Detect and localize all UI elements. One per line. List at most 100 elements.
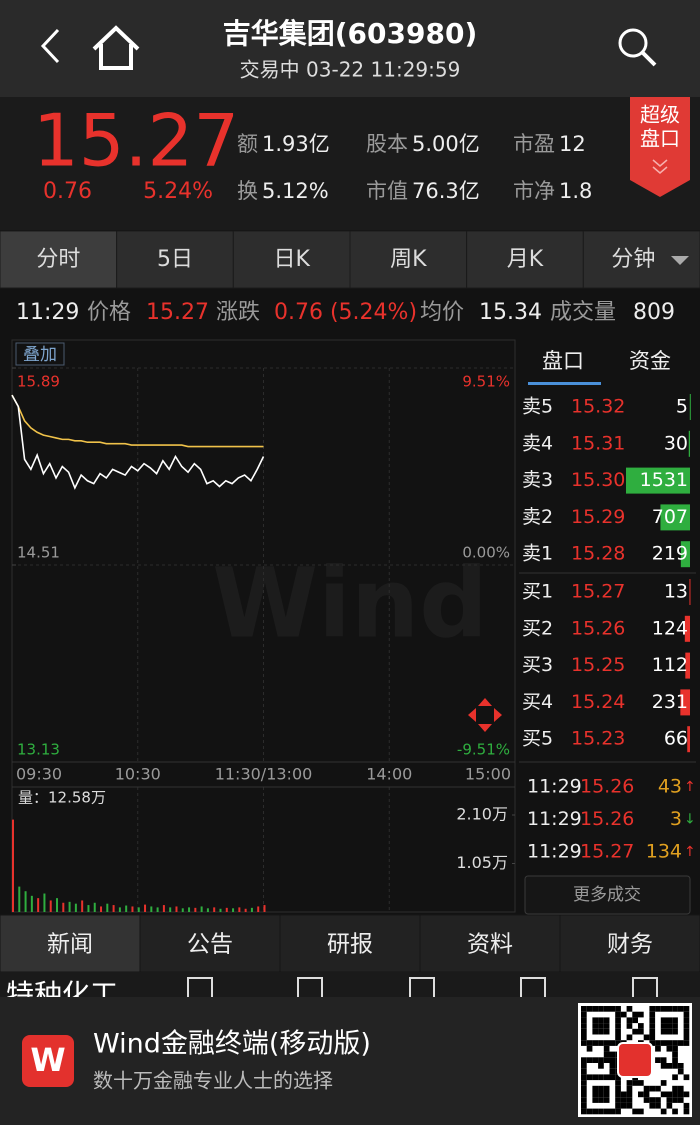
qr-module bbox=[672, 1006, 678, 1012]
volume-bar bbox=[30, 895, 33, 912]
stat-value: 1.8 bbox=[559, 179, 592, 203]
period-tab[interactable] bbox=[116, 230, 234, 289]
qr-module bbox=[660, 1040, 667, 1046]
book-volume: 5 bbox=[676, 396, 688, 418]
qr-module bbox=[615, 1097, 621, 1103]
period-tab[interactable] bbox=[0, 230, 118, 289]
qr-module bbox=[609, 1108, 616, 1115]
book-volume: 13 bbox=[664, 581, 688, 603]
qr-module bbox=[672, 1028, 678, 1035]
qr-module bbox=[598, 1006, 604, 1012]
qr-module bbox=[666, 1006, 673, 1012]
qr-module bbox=[660, 1108, 667, 1115]
qr-module bbox=[615, 1040, 621, 1046]
qr-module bbox=[666, 1040, 673, 1046]
volume-bar bbox=[49, 900, 52, 912]
period-tab-label: 日K bbox=[273, 247, 310, 272]
qr-module bbox=[620, 1011, 627, 1018]
more-trades-label: 更多成交 bbox=[573, 885, 641, 905]
last-price: 15.27 bbox=[33, 99, 239, 183]
qr-module bbox=[660, 1023, 667, 1029]
qr-module bbox=[655, 1102, 661, 1109]
period-tab[interactable] bbox=[466, 230, 584, 289]
banner-logo-text: W bbox=[30, 1041, 65, 1079]
period-tab[interactable] bbox=[232, 230, 351, 289]
stat-value: 5.00亿 bbox=[412, 132, 480, 156]
book-volume: 124 bbox=[652, 617, 688, 639]
period-tab[interactable] bbox=[349, 230, 468, 289]
home-button[interactable] bbox=[92, 25, 140, 70]
price-change: 0.76 bbox=[43, 179, 92, 204]
book-tab: 盘口 bbox=[542, 349, 584, 373]
book-price: 15.29 bbox=[571, 506, 625, 528]
move-icon[interactable] bbox=[468, 698, 502, 732]
qr-module bbox=[603, 1040, 610, 1046]
back-button[interactable] bbox=[40, 28, 60, 64]
qr-module bbox=[598, 1108, 604, 1115]
qr-module bbox=[632, 1080, 638, 1086]
qr-module bbox=[598, 1028, 604, 1035]
trade-price: 15.27 bbox=[580, 841, 634, 863]
search-handle bbox=[640, 50, 657, 67]
stat-label: 额 bbox=[237, 132, 258, 156]
qr-module bbox=[660, 1063, 667, 1069]
qr-module bbox=[666, 1091, 673, 1098]
y-tick-label: 15.89 bbox=[17, 373, 60, 391]
qr-module bbox=[581, 1011, 587, 1018]
qr-module bbox=[581, 1057, 587, 1063]
volume-bar bbox=[225, 907, 228, 912]
qr-module bbox=[620, 1102, 627, 1109]
volume-bar bbox=[12, 819, 14, 912]
qr-module bbox=[672, 1091, 678, 1098]
stat-label: 市净 bbox=[513, 179, 555, 203]
overlay-button[interactable] bbox=[15, 342, 65, 366]
super-book-badge[interactable] bbox=[630, 97, 690, 197]
trade-volume: 134 bbox=[646, 841, 682, 863]
qr-module bbox=[677, 1097, 684, 1103]
search-button[interactable] bbox=[618, 28, 648, 58]
qr-module bbox=[660, 1091, 667, 1098]
more-trades-button[interactable] bbox=[524, 875, 691, 915]
info-value: 0.76 (5.24%) bbox=[274, 300, 417, 325]
volume-bar bbox=[150, 906, 153, 912]
qr-module bbox=[603, 1023, 610, 1029]
qr-module bbox=[603, 1017, 610, 1024]
qr-module bbox=[620, 1091, 627, 1098]
banner-title: Wind金融终端(移动版) bbox=[93, 1029, 371, 1060]
x-tick-label: 10:30 bbox=[115, 765, 161, 784]
qr-module bbox=[649, 1040, 656, 1046]
bottom-tab[interactable] bbox=[559, 914, 700, 973]
qr-module bbox=[638, 1011, 644, 1018]
volume-bar bbox=[162, 905, 165, 912]
qr-module bbox=[592, 1017, 599, 1024]
qr-module bbox=[638, 1091, 644, 1098]
x-tick-label: 14:00 bbox=[366, 765, 412, 784]
qr-module bbox=[581, 1085, 587, 1092]
bottom-tab[interactable] bbox=[0, 914, 141, 973]
qr-module bbox=[592, 1040, 599, 1046]
qr-module bbox=[581, 1091, 587, 1098]
trade-volume: 43 bbox=[658, 776, 682, 798]
stat-label: 换 bbox=[237, 179, 258, 203]
volume-bar bbox=[144, 904, 147, 912]
qr-module bbox=[683, 1023, 690, 1029]
qr-module bbox=[603, 1097, 610, 1103]
qr-module bbox=[666, 1063, 673, 1069]
qr-module bbox=[592, 1074, 599, 1081]
qr-module bbox=[609, 1068, 616, 1075]
bottom-tab[interactable] bbox=[419, 914, 561, 973]
qr-module bbox=[683, 1074, 690, 1081]
qr-module bbox=[632, 1011, 638, 1018]
qr-module bbox=[626, 1091, 633, 1098]
qr-module bbox=[581, 1040, 587, 1046]
book-price: 15.24 bbox=[571, 691, 625, 713]
qr-module bbox=[609, 1074, 616, 1081]
qr-module bbox=[592, 1085, 599, 1092]
stat-value: 76.3亿 bbox=[412, 179, 480, 203]
qr-module bbox=[677, 1040, 684, 1046]
qr-module bbox=[666, 1017, 673, 1024]
qr-module bbox=[626, 1023, 633, 1029]
volume-bar bbox=[137, 907, 140, 912]
qr-module bbox=[615, 1028, 621, 1035]
